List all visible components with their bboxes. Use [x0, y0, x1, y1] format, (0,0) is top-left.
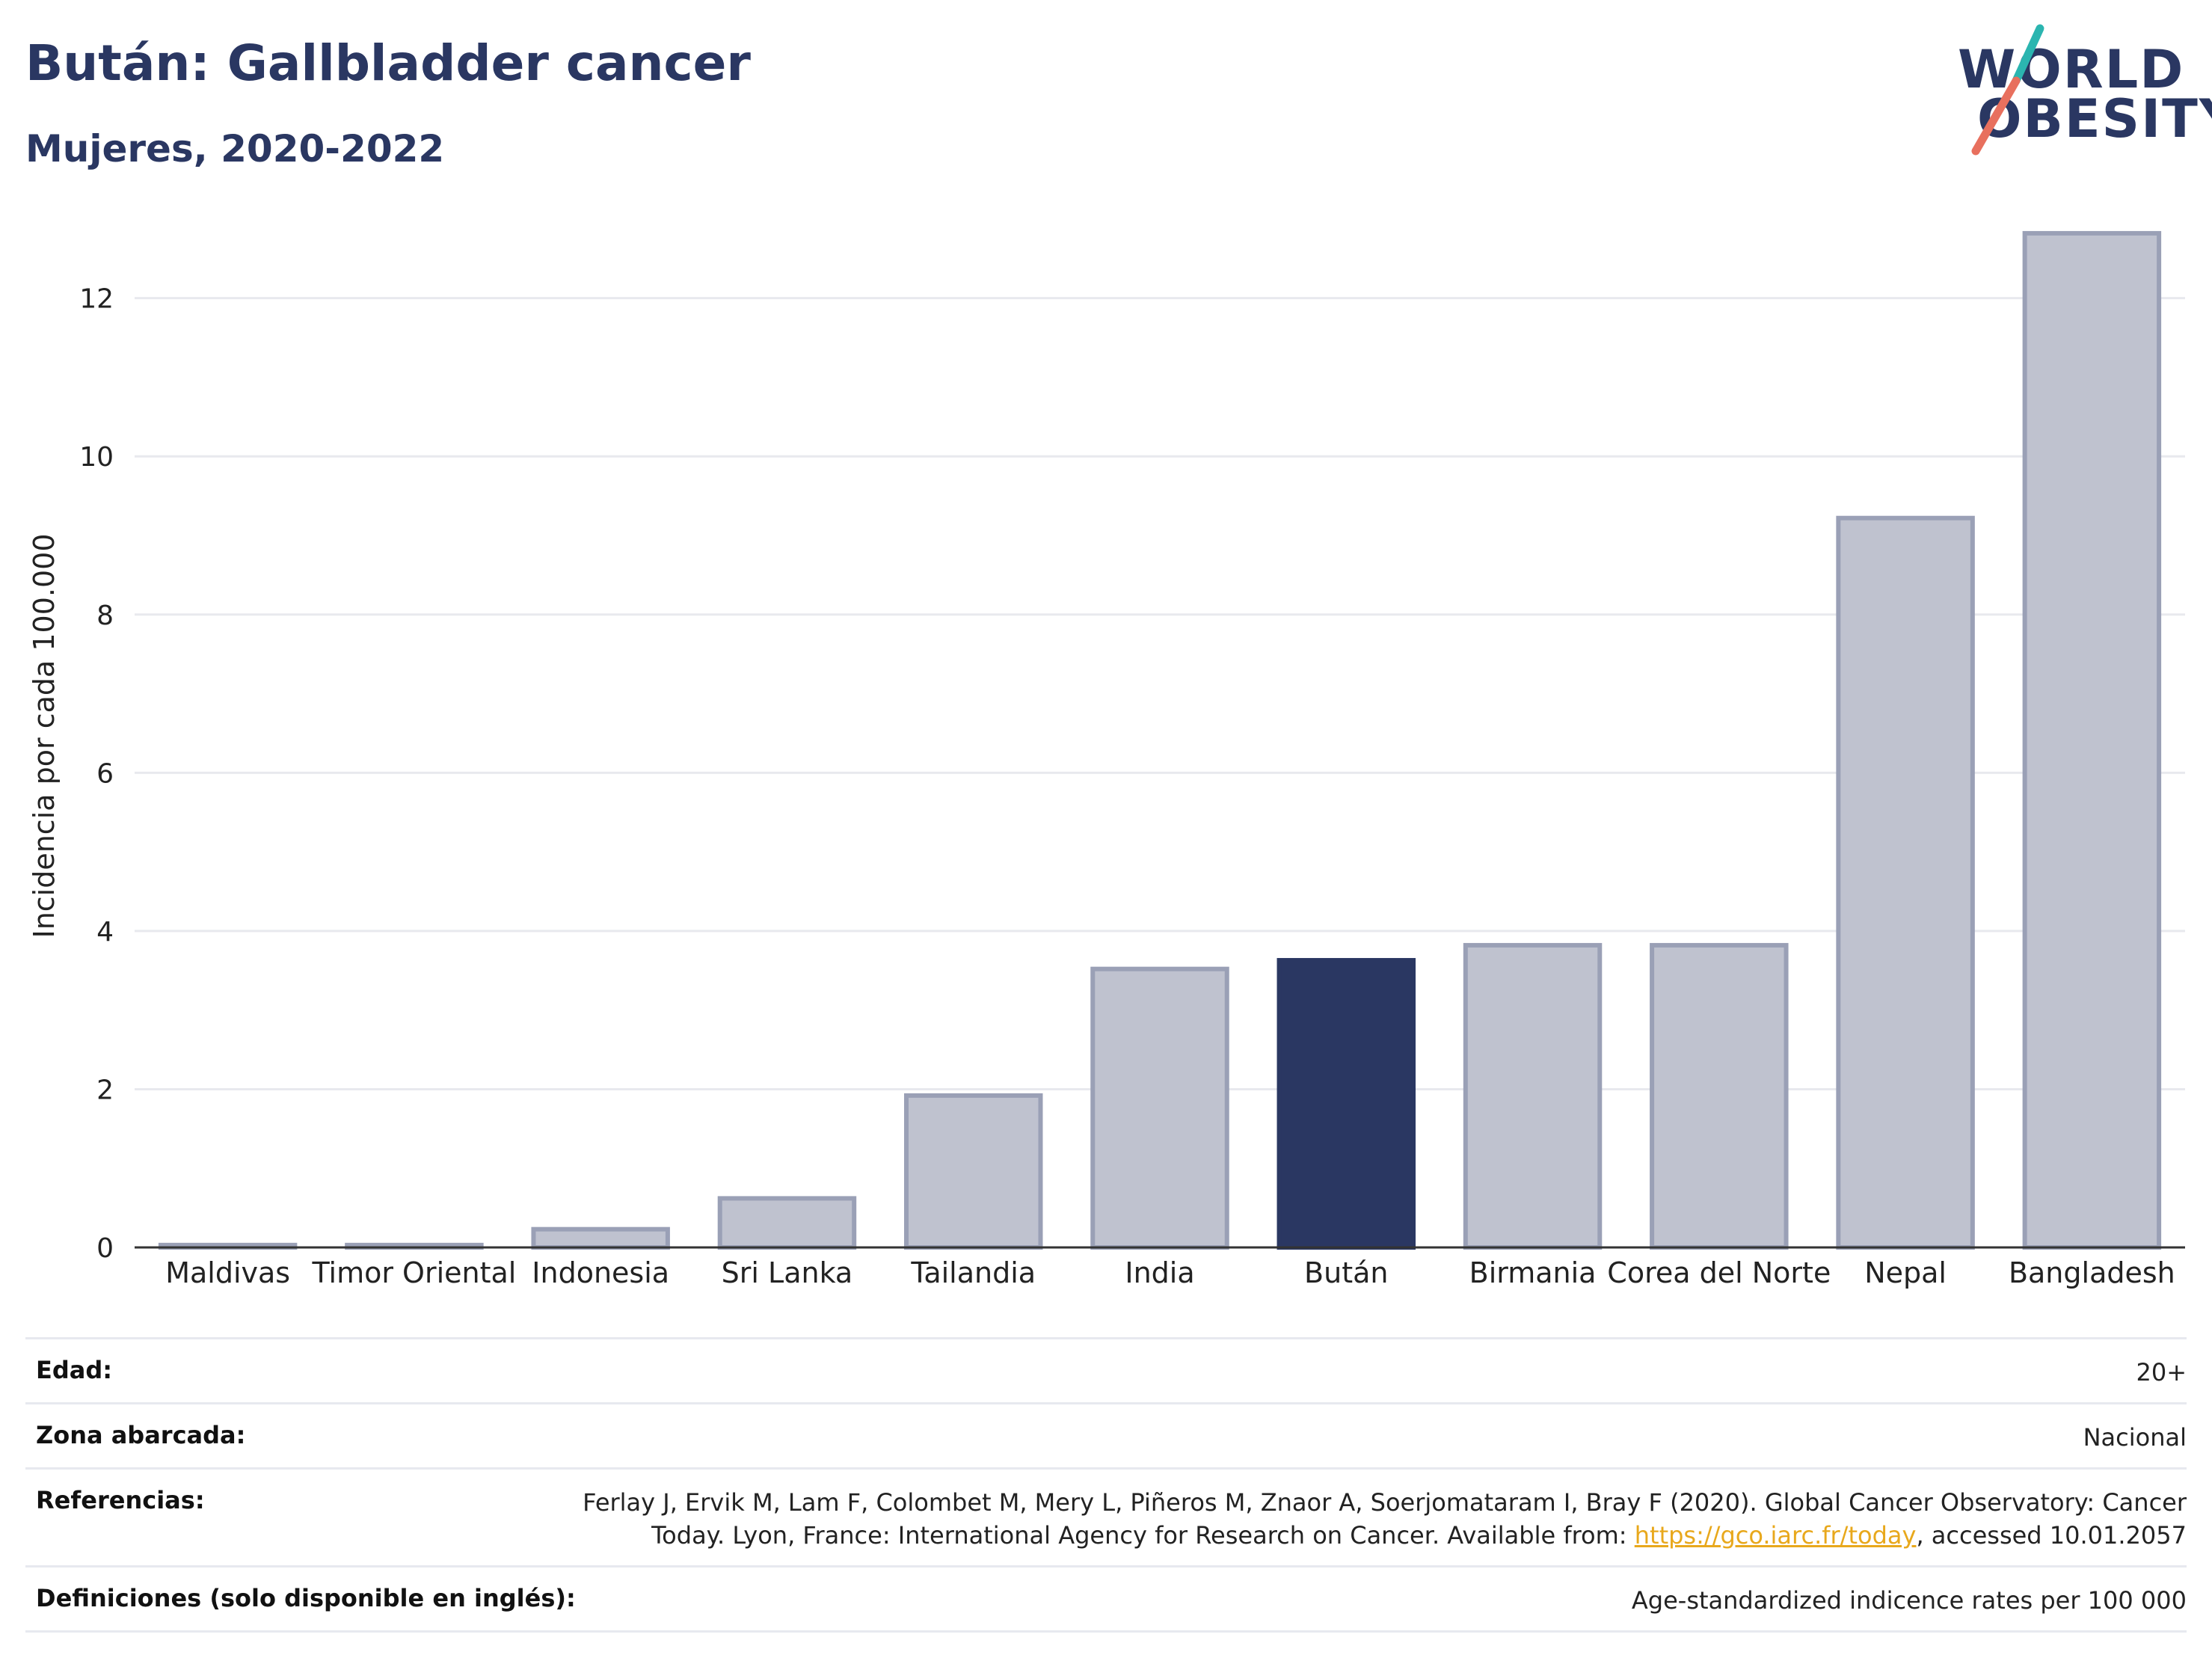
bar-indonesia[interactable] — [531, 1226, 670, 1250]
info-table: Edad: 20+ Zona abarcada: Nacional Refere… — [25, 1337, 2187, 1633]
x-tick-label: Sri Lanka — [722, 1256, 853, 1289]
bar-birmania[interactable] — [1463, 942, 1603, 1250]
reference-accessed: , accessed 10.01.2057 — [1916, 1521, 2187, 1550]
x-tick-label: Nepal — [1864, 1256, 1947, 1289]
info-label: Edad: — [36, 1356, 113, 1384]
x-tick-label: Birmania — [1469, 1256, 1597, 1289]
info-value: 20+ — [2136, 1358, 2187, 1387]
y-tick-label: 0 — [96, 1233, 114, 1264]
x-tick-label: Corea del Norte — [1607, 1256, 1831, 1289]
x-tick-label: Timor Oriental — [311, 1256, 516, 1289]
bar-india[interactable] — [1090, 966, 1229, 1250]
logo-slash-icon — [1971, 24, 2044, 156]
x-tick-label: Indonesia — [532, 1256, 669, 1289]
info-label: Referencias: — [36, 1486, 205, 1514]
world-obesity-logo[interactable]: WORLD OBESITY — [1944, 22, 2212, 165]
y-tick-label: 4 — [96, 917, 114, 948]
y-tick-label: 2 — [96, 1075, 114, 1105]
bar-sri-lanka[interactable] — [717, 1196, 857, 1250]
info-label: Zona abarcada: — [36, 1421, 246, 1449]
info-row-definitions: Definiciones (solo disponible en inglés)… — [25, 1565, 2187, 1633]
bar-nepal[interactable] — [1836, 515, 1975, 1250]
chart-title: Bután: Gallbladder cancer — [25, 34, 751, 92]
y-tick-label: 10 — [79, 442, 114, 473]
reference-link[interactable]: https://gco.iarc.fr/today — [1634, 1521, 1917, 1550]
y-tick-label: 6 — [96, 758, 114, 789]
bar-tailandia[interactable] — [903, 1093, 1043, 1250]
logo-text-obesity: OBESITY — [1977, 88, 2212, 150]
x-tick-label: Bangladesh — [2009, 1256, 2175, 1289]
bar-chart: 0 2 4 6 8 10 12 Maldivas Timor Oriental Indonesi… — [28, 230, 2185, 1289]
info-value: Age-standardized indicence rates per 100… — [1631, 1586, 2187, 1615]
y-tick-label: 12 — [79, 284, 114, 315]
x-tick-label: Tailandia — [910, 1256, 1036, 1289]
bar-bután[interactable] — [1276, 958, 1416, 1250]
bars — [158, 230, 2162, 1250]
x-tick-label: India — [1125, 1256, 1194, 1289]
bar-bangladesh[interactable] — [2022, 230, 2162, 1250]
info-value: Nacional — [2083, 1423, 2187, 1452]
y-tick-label: 8 — [96, 601, 114, 631]
info-label: Definiciones (solo disponible en inglés)… — [36, 1584, 576, 1612]
info-row-references: Referencias: Ferlay J, Ervik M, Lam F, C… — [25, 1467, 2187, 1565]
bar-corea-del-norte[interactable] — [1650, 942, 1789, 1250]
x-tick-label: Bután — [1304, 1256, 1388, 1289]
info-value: Ferlay J, Ervik M, Lam F, Colombet M, Me… — [579, 1486, 2187, 1552]
info-row-area: Zona abarcada: Nacional — [25, 1402, 2187, 1467]
logo-text-world: WORLD — [1958, 39, 2185, 100]
y-axis-label: Incidencia por cada 100.000 — [28, 533, 61, 938]
y-axis-ticks: 0 2 4 6 8 10 12 — [79, 284, 114, 1264]
reference-text: Ferlay J, Ervik M, Lam F, Colombet M, Me… — [583, 1488, 2187, 1550]
x-axis-ticks: Maldivas Timor Oriental Indonesia Sri Lanka… — [165, 1256, 2175, 1289]
info-row-age: Edad: 20+ — [25, 1337, 2187, 1402]
x-tick-label: Maldivas — [165, 1256, 290, 1289]
chart-subtitle: Mujeres, 2020-2022 — [25, 127, 445, 171]
